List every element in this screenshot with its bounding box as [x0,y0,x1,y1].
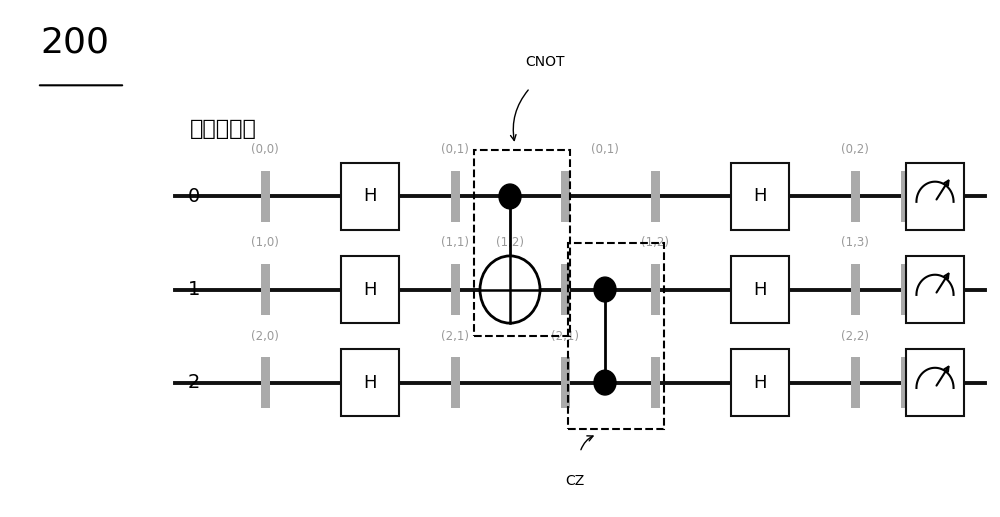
Bar [560,264,570,315]
Bar [850,357,860,408]
Bar [901,357,910,408]
Bar [731,349,789,416]
Ellipse shape [594,277,616,302]
Text: 0: 0 [188,187,200,206]
Bar [260,357,270,408]
Ellipse shape [480,256,540,323]
Ellipse shape [499,184,521,209]
Text: (1,1): (1,1) [441,236,469,250]
Text: (0,0): (0,0) [251,143,279,157]
Bar [651,264,660,315]
Text: (2,2): (2,2) [841,329,869,343]
Bar [560,357,570,408]
Bar [731,256,789,323]
Text: H: H [753,188,767,205]
Text: (0,1): (0,1) [591,143,619,157]
Bar [450,357,460,408]
Text: H: H [753,374,767,391]
Bar [901,171,910,222]
Bar [341,163,399,230]
Bar [474,150,570,336]
Bar [260,171,270,222]
Text: 1: 1 [188,280,200,299]
Bar [341,256,399,323]
Text: (2,1): (2,1) [441,329,469,343]
Bar [850,171,860,222]
Bar [260,264,270,315]
Bar [560,171,570,222]
Text: CZ: CZ [565,474,585,488]
Text: (2,1): (2,1) [551,329,579,343]
Bar [906,256,964,323]
Text: H: H [363,374,377,391]
Text: H: H [363,188,377,205]
Bar [906,349,964,416]
Text: (2,0): (2,0) [251,329,279,343]
Bar [850,264,860,315]
Text: H: H [363,281,377,298]
Text: H: H [753,281,767,298]
Ellipse shape [594,370,616,395]
Bar [450,171,460,222]
Text: (1,3): (1,3) [841,236,869,250]
Bar [450,264,460,315]
Bar [651,171,660,222]
Bar [901,264,910,315]
Text: 200: 200 [40,26,109,60]
Text: (1,0): (1,0) [251,236,279,250]
Text: (1,2): (1,2) [496,236,524,250]
Bar [568,243,664,429]
Text: (0,1): (0,1) [441,143,469,157]
Bar [906,163,964,230]
Text: 2: 2 [188,373,200,392]
Text: (1,2): (1,2) [641,236,669,250]
Bar [731,163,789,230]
Text: (0,2): (0,2) [841,143,869,157]
Bar [341,349,399,416]
Text: CNOT: CNOT [525,55,565,69]
Text: 量子比特位: 量子比特位 [190,119,257,139]
Bar [651,357,660,408]
